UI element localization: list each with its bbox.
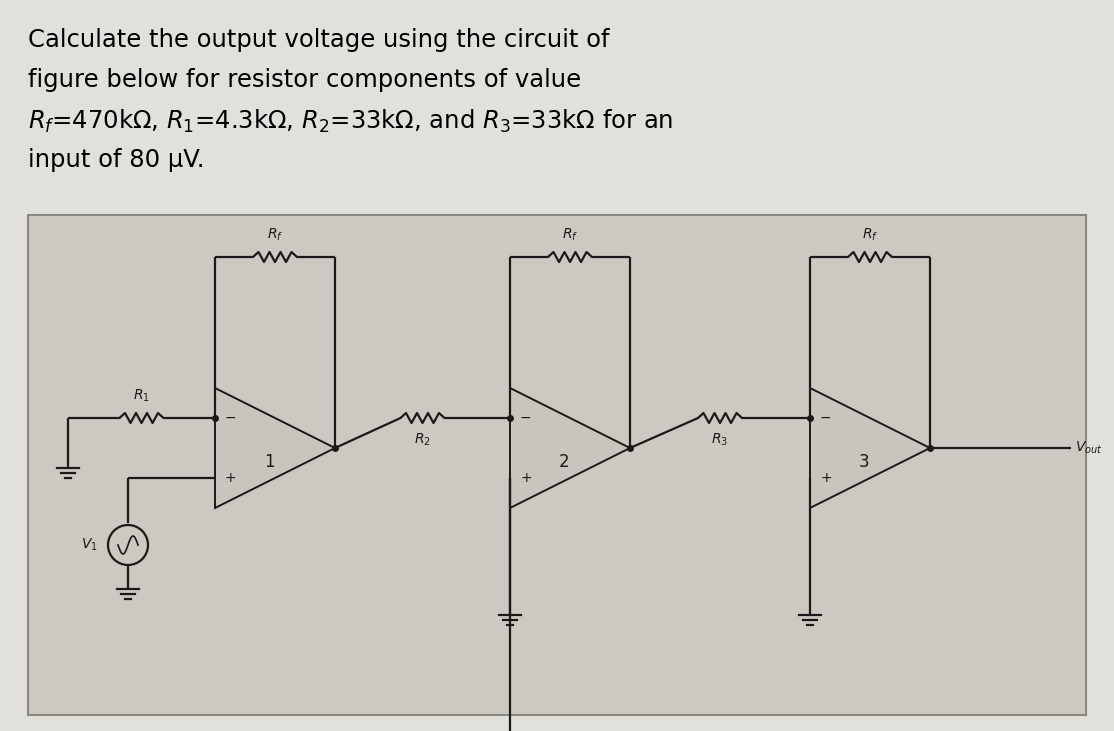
Polygon shape xyxy=(215,388,335,508)
Text: input of 80 μV.: input of 80 μV. xyxy=(28,148,205,172)
Bar xyxy=(28,215,1086,715)
Text: Calculate the output voltage using the circuit of: Calculate the output voltage using the c… xyxy=(28,28,609,52)
Polygon shape xyxy=(810,388,930,508)
Text: $V_1$: $V_1$ xyxy=(81,537,98,553)
Text: $R_f$: $R_f$ xyxy=(862,227,878,243)
Text: +: + xyxy=(520,471,531,485)
Text: figure below for resistor components of value: figure below for resistor components of … xyxy=(28,68,582,92)
Text: −: − xyxy=(225,411,236,425)
Polygon shape xyxy=(510,388,631,508)
Text: $R_3$: $R_3$ xyxy=(712,432,729,448)
Text: +: + xyxy=(225,471,236,485)
Text: $R_f$: $R_f$ xyxy=(561,227,578,243)
Text: $V_{out}$: $V_{out}$ xyxy=(1075,440,1103,456)
Text: $R_1$: $R_1$ xyxy=(133,387,150,404)
Text: 3: 3 xyxy=(859,453,869,471)
Text: $R_2$: $R_2$ xyxy=(414,432,431,448)
Text: −: − xyxy=(820,411,832,425)
Text: 1: 1 xyxy=(264,453,274,471)
Text: 2: 2 xyxy=(559,453,569,471)
Text: $R_f$=470k$\Omega$, $R_1$=4.3k$\Omega$, $R_2$=33k$\Omega$, and $R_3$=33k$\Omega$: $R_f$=470k$\Omega$, $R_1$=4.3k$\Omega$, … xyxy=(28,108,673,135)
Text: −: − xyxy=(520,411,531,425)
Text: $R_f$: $R_f$ xyxy=(267,227,283,243)
Text: +: + xyxy=(820,471,832,485)
